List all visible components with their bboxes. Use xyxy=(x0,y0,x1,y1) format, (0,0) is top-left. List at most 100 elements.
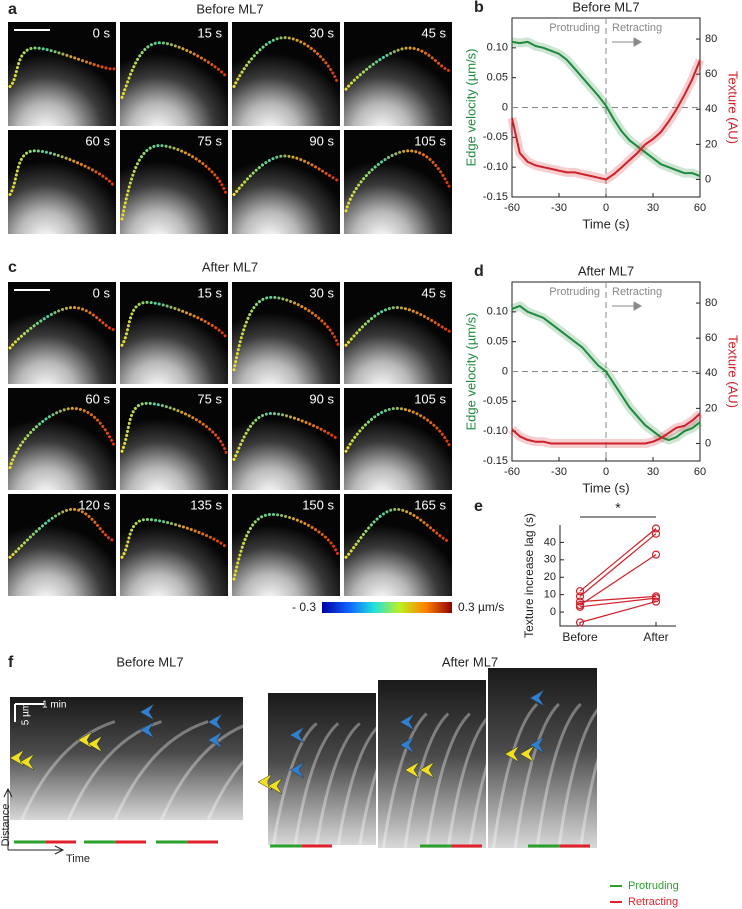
tile-image xyxy=(8,22,116,126)
series-line xyxy=(511,304,701,442)
time-label: 60 s xyxy=(85,391,110,406)
x-tick-label: 0 xyxy=(603,202,609,214)
chart: b Before ML7 -0.15 -0.10 -0.05 0 0.05 0.10 0 20 40… xyxy=(463,0,740,231)
x-tick-label: 60 xyxy=(694,202,706,214)
cell-edge xyxy=(344,305,452,347)
y-tick-label: -0.15 xyxy=(483,191,508,203)
image-tile: 120 s xyxy=(8,494,116,596)
image-tile: 165 s xyxy=(344,494,452,596)
y2-axis-label: Texture (AU) xyxy=(726,335,741,408)
image-tile: 15 s xyxy=(120,282,228,384)
tile-image xyxy=(8,130,116,234)
cell-edge xyxy=(232,411,340,461)
pair-line xyxy=(579,595,657,603)
time-label: 90 s xyxy=(309,391,334,406)
time-label: 60 s xyxy=(85,133,110,148)
image-tile: 75 s xyxy=(120,130,228,234)
tile-image xyxy=(232,388,340,490)
x-axis-label: Time (s) xyxy=(582,480,629,495)
y2-tick-label: 0 xyxy=(705,437,711,449)
streak xyxy=(293,722,340,846)
time-label: 0 s xyxy=(93,285,111,300)
panel-title: After ML7 xyxy=(202,259,258,274)
kymograph xyxy=(268,693,376,845)
annotation: Retracting xyxy=(612,286,662,298)
x-tick-label: -60 xyxy=(504,466,520,478)
image-tile: 150 s xyxy=(232,494,340,596)
x-axis-label: Time (s) xyxy=(582,216,629,231)
y-tick-label: 0.10 xyxy=(487,42,508,54)
pair-line xyxy=(579,601,657,624)
streak xyxy=(381,712,428,849)
kymograph xyxy=(10,697,243,820)
streak xyxy=(403,712,450,849)
cell-edge xyxy=(344,46,452,91)
time-label: 150 s xyxy=(302,497,334,512)
time-label: 30 s xyxy=(309,285,334,300)
y2-tick-label: 80 xyxy=(705,33,717,45)
kymographs xyxy=(9,668,626,849)
legend-label: Retracting xyxy=(628,896,678,908)
time-label: 105 s xyxy=(414,391,446,406)
tile-image xyxy=(8,282,116,384)
pair-line xyxy=(579,528,657,592)
image-tile: 105 s xyxy=(344,130,452,234)
time-label: 15 s xyxy=(197,285,222,300)
time-label: 30 s xyxy=(309,25,334,40)
streak xyxy=(446,712,493,849)
cell-edge xyxy=(120,144,228,221)
y-tick-label: 0.10 xyxy=(487,306,508,318)
image-tile: 60 s xyxy=(8,388,116,490)
kymograph xyxy=(488,668,597,848)
tile-image xyxy=(232,494,340,596)
pair-point xyxy=(651,550,661,559)
cell-edge xyxy=(120,41,228,99)
image-tile: 135 s xyxy=(120,494,228,596)
tile-image xyxy=(120,22,228,126)
arrowhead xyxy=(399,713,415,731)
time-label: 0 s xyxy=(93,25,111,40)
tile-image xyxy=(344,282,452,384)
arrowhead xyxy=(267,777,283,795)
tile-image xyxy=(120,282,228,384)
y-axis-label: Edge velocity (µm/s) xyxy=(463,312,478,430)
y-tick-label: -0.15 xyxy=(483,455,508,467)
streak xyxy=(160,720,256,821)
arrowhead xyxy=(529,689,545,707)
cell-edge xyxy=(232,154,340,196)
arrowhead xyxy=(404,761,420,779)
colorbar-max: 0.3 µm/s xyxy=(458,600,504,614)
chart: e 0 10 20 30 40 Before After Texture increase la… xyxy=(474,498,676,644)
axes xyxy=(559,525,676,627)
y-tick-label: -0.05 xyxy=(483,395,508,407)
x-tick-label: 30 xyxy=(647,202,659,214)
y-tick-label: -0.05 xyxy=(483,131,508,143)
time-label: 90 s xyxy=(309,133,334,148)
colorbar-min: - 0.3 xyxy=(292,600,316,614)
streak xyxy=(20,720,116,821)
y-tick-label: 0.05 xyxy=(487,72,508,84)
colorbar xyxy=(322,602,452,613)
panel-title: Before ML7 xyxy=(116,654,183,669)
image-tile: 45 s xyxy=(344,282,452,384)
tile-image xyxy=(344,388,452,490)
x-tick-label: 60 xyxy=(694,466,706,478)
y-tick-label: 0.05 xyxy=(487,336,508,348)
arrowhead xyxy=(419,761,435,779)
arrowhead xyxy=(87,735,103,753)
streak xyxy=(271,722,318,846)
tile-image xyxy=(232,130,340,234)
image-tile: 45 s xyxy=(344,22,452,126)
cell-edge xyxy=(344,507,452,559)
cell-edge xyxy=(232,295,340,372)
streak xyxy=(315,722,361,846)
y2-axis-label: Texture (AU) xyxy=(726,71,741,144)
panel-title: Before ML7 xyxy=(196,1,263,16)
series-line xyxy=(511,59,701,181)
distance-scale: 5 µm xyxy=(21,703,32,725)
tile-image xyxy=(232,22,340,126)
y2-tick-label: 80 xyxy=(705,297,717,309)
x-tick-label: -30 xyxy=(551,202,567,214)
axis-arrows xyxy=(3,787,65,855)
time-label: 135 s xyxy=(190,497,222,512)
